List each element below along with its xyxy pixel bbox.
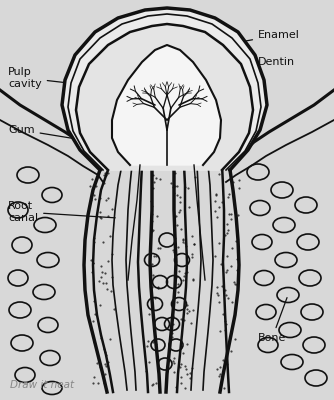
Polygon shape: [62, 8, 267, 170]
Text: Enamel: Enamel: [243, 30, 300, 42]
Text: Draw it neat: Draw it neat: [10, 380, 74, 390]
Polygon shape: [112, 45, 221, 165]
Text: Root
canal: Root canal: [8, 201, 115, 223]
Text: Bone: Bone: [258, 298, 287, 343]
Text: Dentin: Dentin: [235, 57, 295, 67]
Polygon shape: [76, 24, 253, 170]
Text: Gum: Gum: [8, 125, 92, 142]
Text: Pulp
cavity: Pulp cavity: [8, 67, 127, 90]
